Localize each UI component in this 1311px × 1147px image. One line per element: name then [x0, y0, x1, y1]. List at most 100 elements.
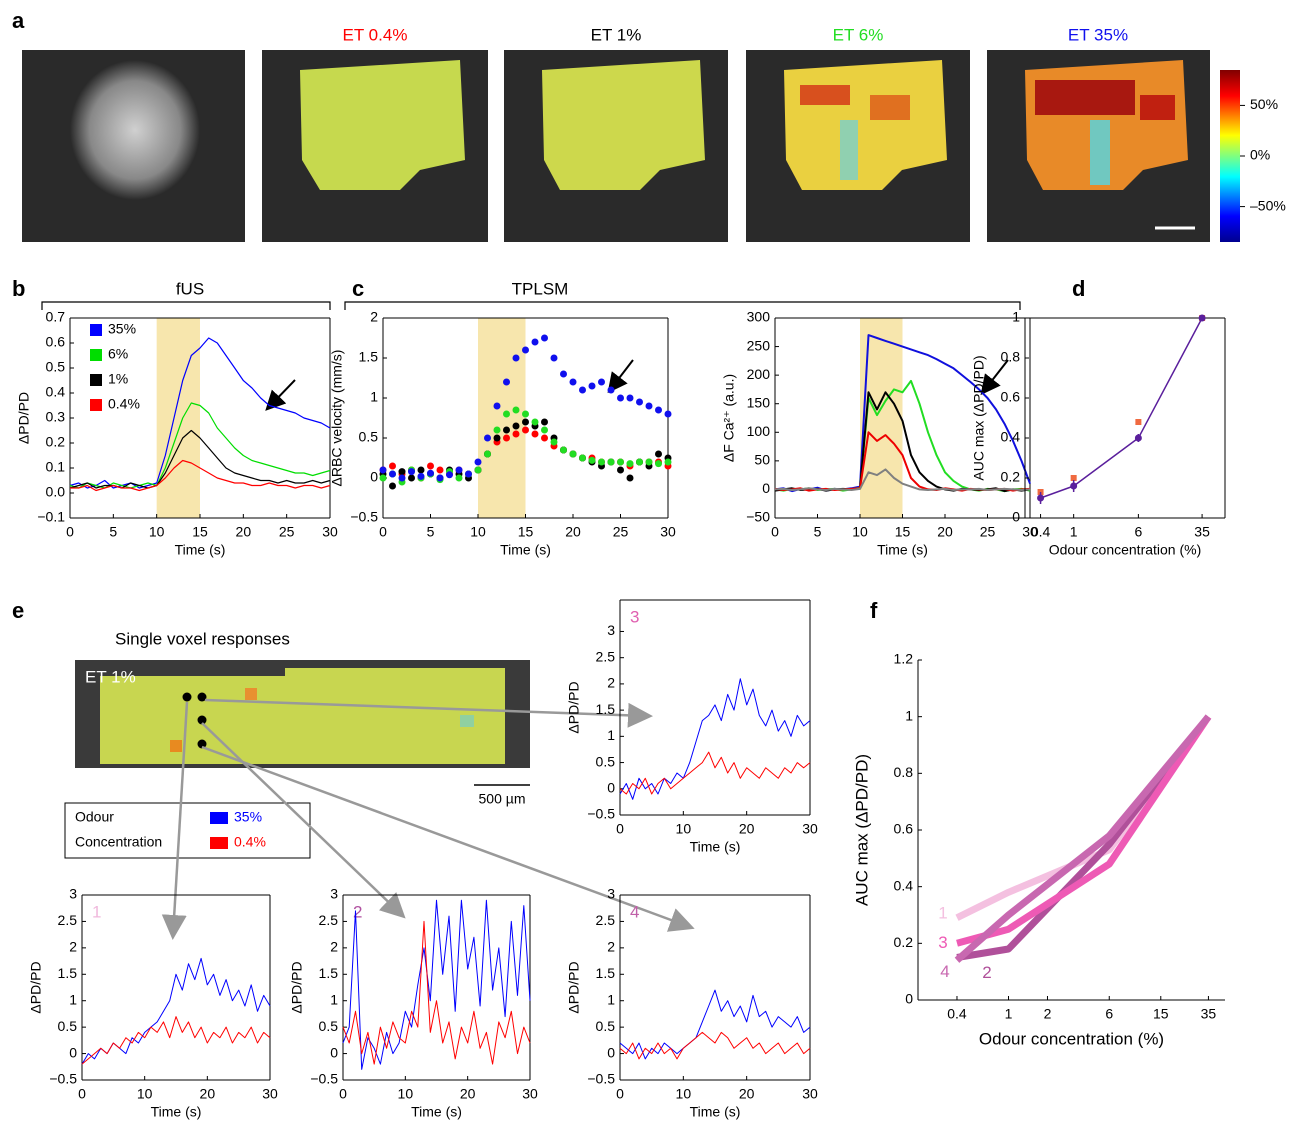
- y-tick-label: 0.5: [596, 1018, 616, 1034]
- x-tick-label: 30: [802, 1086, 818, 1102]
- y-tick-label: 0: [370, 469, 378, 485]
- x-tick-label: 30: [802, 821, 818, 837]
- legend-label: 35%: [234, 809, 262, 825]
- y-tick-label: −0.5: [587, 1071, 615, 1087]
- y-tick-label: 0: [762, 480, 770, 496]
- y-tick-label: 0: [69, 1044, 77, 1060]
- data-point: [570, 379, 577, 386]
- y-tick-label: −50: [746, 509, 770, 525]
- y-tick-label: 50: [754, 452, 770, 468]
- stimulus-band: [157, 318, 200, 518]
- scale-bar-label: 500 µm: [479, 791, 526, 807]
- legend-label: 0.4%: [108, 396, 140, 412]
- y-tick-label: 2: [370, 309, 378, 325]
- data-point: [456, 475, 463, 482]
- panel-label: e: [12, 598, 24, 623]
- y-tick-label: 0.8: [894, 764, 914, 780]
- y-tick-label: 300: [747, 309, 771, 325]
- panel-label: c: [352, 276, 364, 301]
- x-tick-label: 10: [149, 524, 165, 540]
- data-point: [475, 459, 482, 466]
- data-point: [503, 411, 510, 418]
- data-point: [551, 355, 558, 362]
- data-point: [437, 475, 444, 482]
- data-point: [646, 459, 653, 466]
- data-point: [427, 470, 434, 477]
- data-point: [522, 411, 529, 418]
- y-tick-label: 150: [747, 394, 771, 410]
- y-tick-label: 2: [607, 939, 615, 955]
- x-tick-label: 10: [137, 1086, 153, 1102]
- data-point: [456, 467, 463, 474]
- data-point: [513, 407, 520, 414]
- data-point: [389, 483, 396, 490]
- trace-label: 4: [630, 902, 639, 921]
- data-point: [399, 468, 406, 475]
- data-point: [579, 387, 586, 394]
- x-tick-label: 1: [1070, 524, 1078, 540]
- data-point: [608, 459, 615, 466]
- x-tick-label: 5: [427, 524, 435, 540]
- image-title: ET 0.4%: [343, 25, 408, 44]
- panel-e-title: Single voxel responses: [115, 629, 290, 648]
- data-point: [665, 411, 672, 418]
- data-point: [655, 407, 662, 414]
- data-point: [522, 427, 529, 434]
- x-tick-label: 10: [470, 524, 486, 540]
- colorbar-tick-label: –50%: [1250, 197, 1286, 213]
- y-axis-label: ΔF Ca²⁺ (a.u.): [721, 374, 737, 462]
- y-tick-label: 1.2: [894, 651, 914, 667]
- y-axis-label: AUC max (ΔPD/PD): [852, 754, 871, 906]
- x-tick-label: 0: [78, 1086, 86, 1102]
- stimulus-band: [478, 318, 526, 518]
- x-axis-label: Odour concentration (%): [1049, 542, 1202, 558]
- series-label: 1: [938, 903, 947, 922]
- y-tick-label: 2: [330, 939, 338, 955]
- trace-label: 1: [92, 902, 101, 921]
- panel-label: f: [870, 598, 878, 623]
- y-tick-label: 0: [330, 1044, 338, 1060]
- y-tick-label: 0.4: [46, 384, 66, 400]
- data-point: [627, 395, 634, 402]
- data-point: [408, 475, 415, 482]
- y-axis-label: ΔRBC velocity (mm/s): [329, 350, 345, 487]
- x-tick-label: 30: [660, 524, 676, 540]
- data-point: [617, 395, 624, 402]
- data-point: [560, 447, 567, 454]
- y-tick-label: 0.6: [894, 821, 914, 837]
- y-tick-label: 2: [69, 939, 77, 955]
- y-tick-label: 0: [1012, 509, 1020, 525]
- y-tick-label: 0: [607, 1044, 615, 1060]
- data-point: [589, 457, 596, 464]
- y-tick-label: 0.2: [894, 934, 914, 950]
- x-tick-label: 30: [262, 1086, 278, 1102]
- y-tick-label: 3: [69, 886, 77, 902]
- x-tick-label: 20: [200, 1086, 216, 1102]
- data-point: [541, 335, 548, 342]
- legend-title: Concentration: [75, 834, 162, 850]
- data-line: [957, 717, 1208, 944]
- y-tick-label: 1: [607, 727, 615, 743]
- x-tick-label: 0: [66, 524, 74, 540]
- data-point: [560, 371, 567, 378]
- group-title: TPLSM: [512, 279, 569, 298]
- data-line: [1041, 318, 1203, 498]
- x-axis-label: Time (s): [151, 1104, 202, 1120]
- data-point: [541, 435, 548, 442]
- panel-label: d: [1072, 276, 1085, 301]
- legend-title: Odour: [75, 809, 114, 825]
- legend-swatch: [90, 374, 102, 386]
- data-point: [446, 471, 453, 478]
- y-tick-label: 1: [370, 389, 378, 405]
- y-tick-label: 0: [905, 991, 913, 1007]
- x-tick-label: 10: [676, 1086, 692, 1102]
- x-tick-label: 0: [379, 524, 387, 540]
- x-tick-label: 10: [398, 1086, 414, 1102]
- data-point: [427, 463, 434, 470]
- legend-label: 1%: [108, 371, 128, 387]
- data-point: [636, 459, 643, 466]
- y-tick-label: 0.0: [46, 484, 66, 500]
- chart-title: fUS: [176, 279, 204, 298]
- data-point: [494, 435, 501, 442]
- data-line: [957, 717, 1208, 958]
